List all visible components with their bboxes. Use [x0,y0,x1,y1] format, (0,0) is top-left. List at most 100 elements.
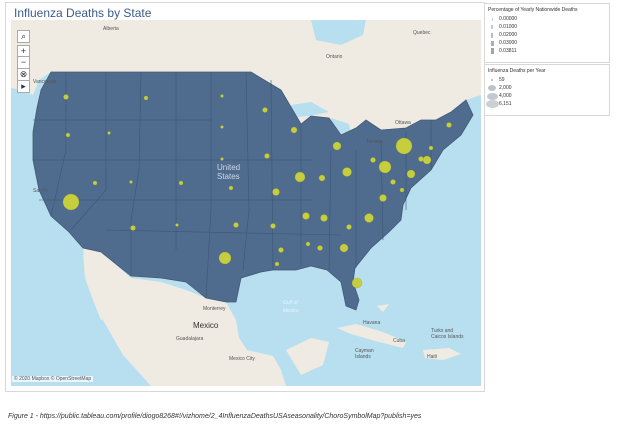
bubble-oh[interactable] [342,167,352,177]
label-quebec: Quebec [413,30,431,36]
bubble-al[interactable] [339,243,349,253]
bubble-sc[interactable] [399,187,405,193]
bubble-mo[interactable] [272,188,280,196]
bubble-ks[interactable] [228,185,234,191]
label-mexico-city: Mexico City [229,356,255,362]
label-ottawa: Ottawa [395,120,411,126]
bubble-me[interactable] [446,122,452,128]
legend-deaths-item[interactable]: 4,000 [485,92,609,100]
label-islands: Islands [355,354,371,360]
label-guadalajara: Guadalajara [176,336,203,342]
label-caicos: Caicos Islands [431,334,464,340]
label-toronto: Toronto [366,139,383,145]
bubble-wv[interactable] [370,157,376,163]
bubble-nc[interactable] [379,194,387,202]
label-haiti: Haiti [427,354,437,360]
legend-deaths-title: Influenza Deaths per Year [488,68,546,74]
bubble-in[interactable] [318,174,326,182]
bubble-nh[interactable] [428,145,434,151]
legend-percentage-item[interactable]: 0.03811 [485,47,609,55]
bubble-tx-n[interactable] [233,222,239,228]
legend-percentage-item[interactable]: 0.00000 [485,15,609,23]
label-cayman: Cayman [355,348,374,354]
bubble-wa[interactable] [63,94,69,100]
bubble-ut[interactable] [129,180,133,184]
bubble-ga-n[interactable] [346,224,352,230]
bubble-mn[interactable] [262,107,268,113]
bubble-ne[interactable] [220,157,224,161]
map-canvas[interactable]: Alberta Quebec Ontario Vancouver Ottawa … [11,20,481,386]
label-ontario: Ontario [326,54,343,60]
bubble-wi[interactable] [290,126,298,134]
legend-percentage: Percentage of Yearly Nationwide Deaths 0… [484,3,610,63]
label-havana: Havana [363,320,380,326]
bubble-va[interactable] [390,179,396,185]
usa-shape[interactable] [32,71,474,311]
bubble-tn[interactable] [320,214,328,222]
search-icon: ⌕ [20,31,27,41]
bubble-ia[interactable] [264,153,270,159]
state-borders [33,71,432,299]
bubble-az[interactable] [130,225,136,231]
label-states: States [217,172,240,181]
label-monterrey: Monterrey [203,306,226,312]
bubble-tx[interactable] [218,251,232,265]
bubble-ga[interactable] [364,213,374,223]
map-attribution[interactable]: © 2020 Mapbox © OpenStreetMap [12,376,94,382]
bubble-ct[interactable] [422,155,432,165]
bubble-co[interactable] [178,180,184,186]
florida-keys-land [377,304,389,312]
label-turks: Turks and [431,328,453,334]
map-tools-expand-button[interactable]: ▸ [17,80,30,93]
bubble-ky[interactable] [302,212,310,220]
bubble-ar[interactable] [278,247,284,253]
label-gulf-1: Gulf of [283,300,298,306]
lasso-icon: ⊗ [19,69,28,79]
legend-percentage-item[interactable]: 0.01000 [485,23,609,31]
bubble-ms2[interactable] [317,245,323,251]
viz-title: Influenza Deaths by State [14,6,152,20]
legend-deaths: Influenza Deaths per Year 59 2,000 4,000… [484,64,610,116]
hudson-bay-part [311,20,366,45]
bubble-or[interactable] [65,132,71,138]
bubble-nj[interactable] [406,169,416,179]
hispaniola-land [423,348,461,360]
legend-percentage-item[interactable]: 0.02000 [485,31,609,39]
bubble-ny[interactable] [395,137,413,155]
map-svg[interactable]: Alberta Quebec Ontario Vancouver Ottawa … [11,20,481,386]
label-mexico: Mexico [193,321,219,330]
bubble-ca[interactable] [62,193,80,211]
legend-deaths-item[interactable]: 2,000 [485,84,609,92]
bubble-nv[interactable] [92,180,98,186]
label-alberta: Alberta [103,26,119,32]
bubble-ms[interactable] [305,241,311,247]
legend-percentage-title: Percentage of Yearly Nationwide Deaths [488,7,578,13]
legend-percentage-item[interactable]: 0.03000 [485,39,609,47]
bubble-id[interactable] [107,131,111,135]
bubble-mi[interactable] [332,141,342,151]
label-gulf-2: Mexico [283,308,299,314]
bubble-ma[interactable] [418,156,424,162]
figure-caption: Figure 1 - https://public.tableau.com/pr… [8,413,422,420]
label-cuba: Cuba [393,338,405,344]
yucatan-land [286,338,329,375]
legend-deaths-item[interactable]: 59 [485,76,609,84]
bubble-nm[interactable] [175,223,179,227]
bubble-pa[interactable] [378,160,392,174]
mexico-land [83,248,286,386]
bubble-il[interactable] [294,171,306,183]
bubble-sd[interactable] [220,125,224,129]
legend-deaths-item[interactable]: 6,151 [485,100,609,108]
cuba-land [337,324,406,348]
map-search-button[interactable]: ⌕ [17,30,30,43]
bubble-la[interactable] [274,261,280,267]
canada-land [11,20,481,135]
bubble-mt[interactable] [143,95,149,101]
label-vancouver: Vancouver [33,79,57,85]
label-united: United [217,163,240,172]
bubble-fl[interactable] [351,277,363,289]
label-san-fr: San Fr [33,188,48,194]
bubble-nd[interactable] [220,94,224,98]
bubble-ok[interactable] [270,223,276,229]
bubble-layer[interactable] [62,94,452,289]
